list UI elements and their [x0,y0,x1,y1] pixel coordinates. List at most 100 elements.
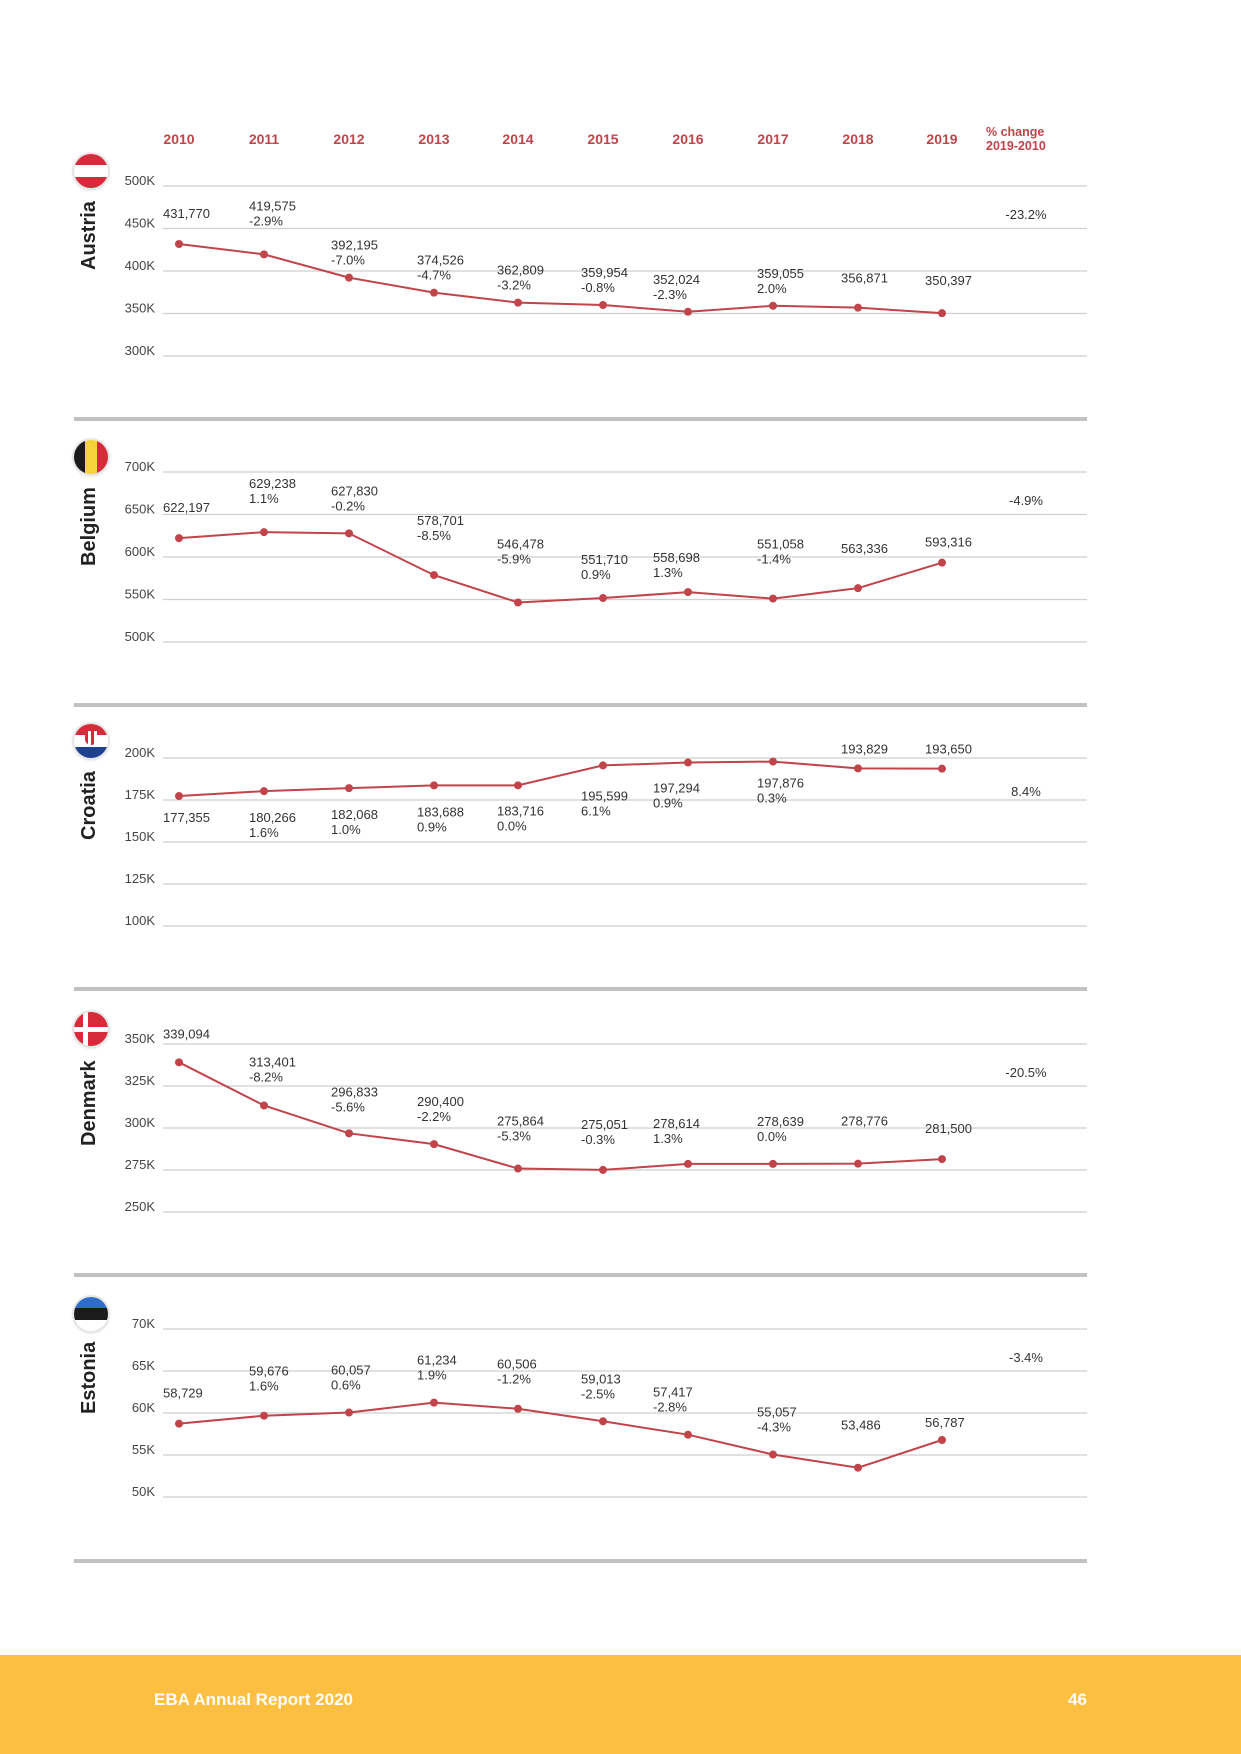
data-change-label: 2.0% [757,281,787,296]
series-line [178,1401,943,1469]
data-point [345,273,353,282]
data-point [684,307,692,316]
data-change-label: -4.7% [417,268,451,283]
data-point [769,1159,777,1168]
data-point [260,1101,268,1110]
data-point [854,584,862,593]
data-change-label: -5.6% [331,1099,365,1114]
y-tick-label: 300K [125,343,156,358]
data-point [430,288,438,297]
data-change-label: 0.0% [497,818,527,833]
data-point [514,1404,522,1413]
data-value-label: 197,294 [653,781,700,796]
data-point [769,301,777,310]
data-value-label: 374,526 [417,253,464,268]
total-change-label: -3.4% [1009,1350,1043,1365]
data-point [938,558,946,567]
series-line [178,531,943,604]
data-value-label: 278,776 [841,1114,888,1129]
data-point [684,758,692,767]
data-value-label: 563,336 [841,541,888,556]
data-value-label: 195,599 [581,788,628,803]
data-value-label: 392,195 [331,238,378,253]
data-value-label: 57,417 [653,1385,693,1400]
section-divider [74,417,1087,421]
y-tick-label: 700K [125,459,156,474]
data-point [599,761,607,770]
data-change-label: 0.3% [757,791,787,806]
year-label: 2017 [757,131,789,147]
data-point [430,571,438,580]
section-divider [74,1559,1087,1563]
y-tick-label: 125K [125,871,156,886]
data-point [769,1450,777,1459]
year-label: 2019 [926,131,958,147]
data-change-label: -7.0% [331,253,365,268]
data-value-label: 56,787 [925,1415,965,1430]
data-point [684,1159,692,1168]
series-line [178,1061,943,1171]
year-label: 2018 [842,131,874,147]
belgium-panel: Belgium [0,0,1241,566]
austria-panel: Austria [0,0,1241,270]
year-label: 2016 [672,131,704,147]
y-tick-label: 350K [125,1031,156,1046]
data-change-label: 0.9% [653,796,683,811]
data-point [514,298,522,307]
data-value-label: 183,716 [497,803,544,818]
section-divider [74,703,1087,707]
data-change-label: 0.9% [581,567,611,582]
y-tick-label: 300K [125,1115,156,1130]
data-point [345,784,353,793]
data-point [345,1408,353,1417]
data-change-label: -0.3% [581,1132,615,1147]
data-point [175,1058,183,1067]
data-value-label: 53,486 [841,1418,881,1433]
data-change-label: 0.9% [417,819,447,834]
data-point [430,781,438,790]
data-value-label: 551,058 [757,537,804,552]
data-point [599,1165,607,1174]
y-tick-label: 55K [132,1442,155,1457]
year-label: 2013 [418,131,450,147]
total-change-label: -23.2% [1005,207,1047,222]
data-change-label: -0.2% [331,498,365,513]
data-value-label: 275,051 [581,1117,628,1132]
data-point [514,598,522,607]
data-point [938,1435,946,1444]
data-point [175,1419,183,1428]
total-change-label: -20.5% [1005,1065,1047,1080]
data-value-label: 629,238 [249,476,296,491]
y-tick-label: 550K [125,587,156,602]
data-value-label: 59,676 [249,1364,289,1379]
data-value-label: 352,024 [653,272,700,287]
y-tick-label: 650K [125,502,156,517]
pct-change-title: % change [986,125,1045,139]
data-point [175,534,183,543]
data-value-label: 546,478 [497,536,544,551]
data-change-label: -2.5% [581,1386,615,1401]
data-change-label: -5.9% [497,551,531,566]
data-change-label: 1.3% [653,1131,683,1146]
y-tick-label: 100K [125,913,156,928]
data-value-label: 197,876 [757,776,804,791]
denmark-flag-icon [74,1012,108,1046]
data-change-label: 1.3% [653,565,683,580]
data-value-label: 627,830 [331,483,378,498]
data-value-label: 61,234 [417,1353,457,1368]
austria-flag-icon [74,154,108,188]
data-change-label: 1.0% [331,822,361,837]
data-value-label: 578,701 [417,513,464,528]
data-change-label: 1.9% [417,1368,447,1383]
croatia-panel: Croatia [0,0,1241,840]
data-change-label: 1.6% [249,825,279,840]
data-value-label: 359,055 [757,266,804,281]
data-change-label: -2.3% [653,287,687,302]
y-tick-label: 400K [125,258,156,273]
data-point [514,781,522,790]
data-value-label: 290,400 [417,1094,464,1109]
data-change-label: -4.3% [757,1420,791,1435]
data-change-label: -0.8% [581,280,615,295]
series-line [178,243,943,315]
data-change-label: 1.1% [249,491,279,506]
